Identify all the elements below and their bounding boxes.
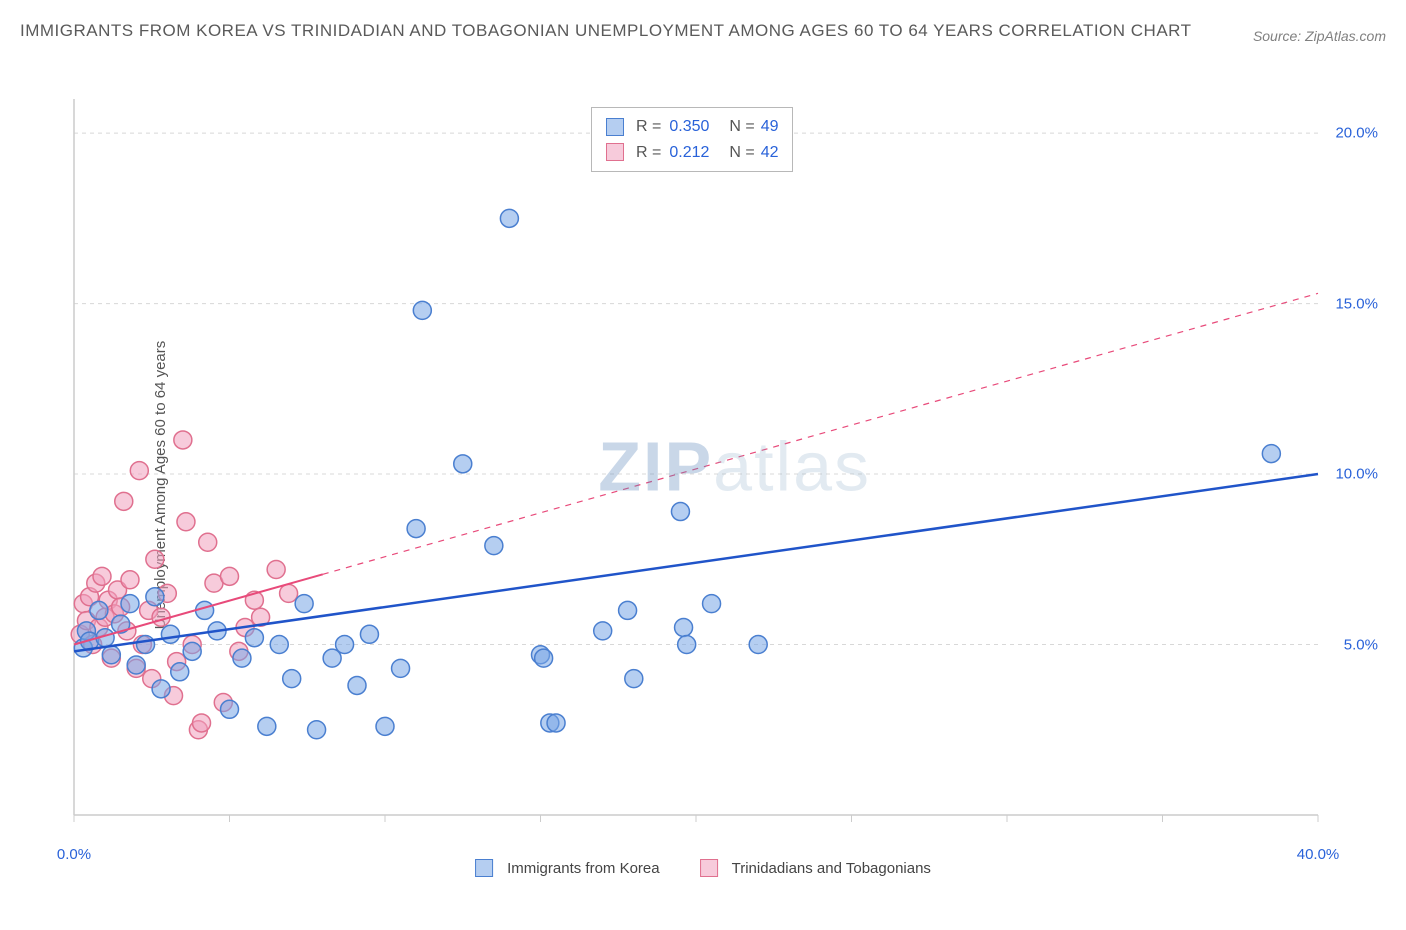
ytick-label: 20.0%	[1335, 125, 1378, 142]
xtick-label: 40.0%	[1297, 846, 1340, 863]
chart-title: IMMIGRANTS FROM KOREA VS TRINIDADIAN AND…	[20, 18, 1192, 44]
chart-source: Source: ZipAtlas.com	[1253, 28, 1386, 44]
stats-legend-box: R = 0.350 N = 49 R = 0.212 N = 42	[591, 107, 793, 172]
n-value-series2: 42	[761, 140, 779, 166]
scatter-plot	[66, 95, 1376, 835]
bottom-legend: Immigrants from Korea Trinidadians and T…	[475, 859, 931, 877]
legend-label-series1: Immigrants from Korea	[507, 860, 660, 877]
swatch-series2	[700, 859, 718, 877]
r-value-series2: 0.212	[669, 140, 723, 166]
stats-row-series1: R = 0.350 N = 49	[606, 114, 778, 140]
swatch-series2	[606, 143, 624, 161]
r-label: R =	[636, 140, 661, 166]
ytick-label: 5.0%	[1344, 636, 1378, 653]
swatch-series1	[475, 859, 493, 877]
legend-label-series2: Trinidadians and Tobagonians	[732, 860, 931, 877]
n-label: N =	[729, 140, 754, 166]
xtick-label: 0.0%	[57, 846, 91, 863]
chart-header: IMMIGRANTS FROM KOREA VS TRINIDADIAN AND…	[0, 0, 1406, 44]
r-label: R =	[636, 114, 661, 140]
legend-item-series2: Trinidadians and Tobagonians	[700, 859, 931, 877]
stats-row-series2: R = 0.212 N = 42	[606, 140, 778, 166]
swatch-series1	[606, 118, 624, 136]
legend-item-series1: Immigrants from Korea	[475, 859, 660, 877]
ytick-label: 15.0%	[1335, 295, 1378, 312]
r-value-series1: 0.350	[669, 114, 723, 140]
ytick-label: 10.0%	[1335, 466, 1378, 483]
plot-area: ZIPatlas R = 0.350 N = 49 R = 0.212 N = …	[66, 95, 1376, 835]
n-value-series1: 49	[761, 114, 779, 140]
n-label: N =	[729, 114, 754, 140]
chart-container: Unemployment Among Ages 60 to 64 years Z…	[20, 85, 1386, 885]
